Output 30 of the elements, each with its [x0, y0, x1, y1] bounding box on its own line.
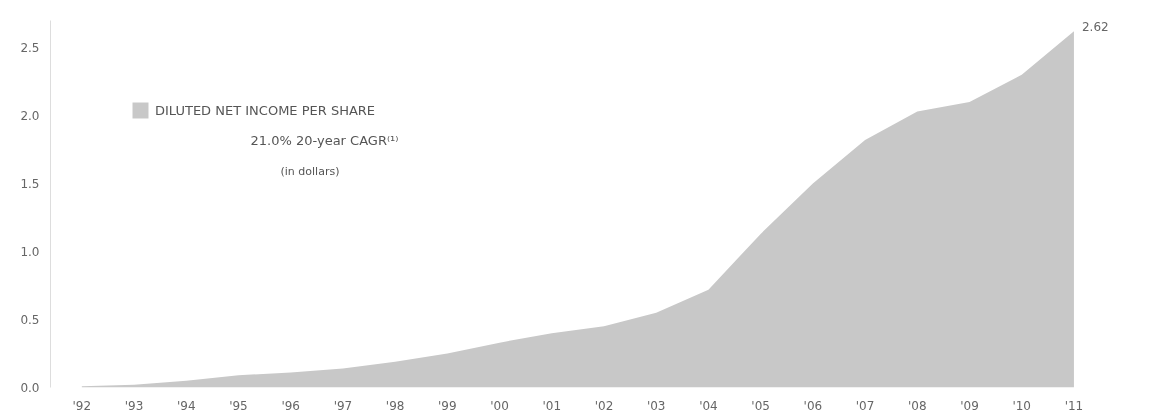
- x-tick-label: '09: [960, 398, 979, 413]
- annotation: (in dollars): [280, 164, 340, 178]
- x-tick-label: '01: [542, 398, 562, 413]
- y-tick-label: 0.0: [20, 381, 40, 395]
- y-tick-label: 1.0: [20, 245, 40, 260]
- x-tick-label: '08: [908, 398, 927, 413]
- legend-label: DILUTED NET INCOME PER SHARE: [155, 102, 376, 118]
- x-tick-label: '02: [594, 398, 614, 413]
- x-tick-label: '98: [385, 398, 405, 413]
- x-tick-label: '07: [855, 398, 875, 413]
- y-tick-label: 2.5: [20, 41, 40, 56]
- x-tick-label: '05: [751, 398, 770, 413]
- x-tick-label: '00: [490, 398, 509, 413]
- y-tick-label: 1.5: [20, 177, 40, 192]
- x-tick-label: '06: [803, 398, 823, 413]
- x-tick-label: '92: [72, 398, 92, 413]
- x-tick-label: '99: [438, 398, 457, 413]
- x-tick-label: '11: [1064, 398, 1084, 413]
- annotation: 21.0% 20-year CAGR⁽¹⁾: [250, 132, 399, 148]
- x-tick-label: '04: [699, 398, 718, 413]
- x-tick-label: '96: [281, 398, 300, 413]
- x-tick-label: '03: [646, 398, 666, 413]
- x-tick-label: '10: [1012, 398, 1032, 413]
- x-tick-label: '95: [229, 398, 248, 413]
- y-tick-label: 0.5: [20, 313, 40, 328]
- x-tick-label: '94: [176, 398, 196, 413]
- x-tick-label: '97: [333, 398, 353, 413]
- x-tick-label: '93: [124, 398, 144, 413]
- y-tick-label: 2.0: [20, 109, 40, 124]
- data-label: 2.62: [1081, 20, 1109, 35]
